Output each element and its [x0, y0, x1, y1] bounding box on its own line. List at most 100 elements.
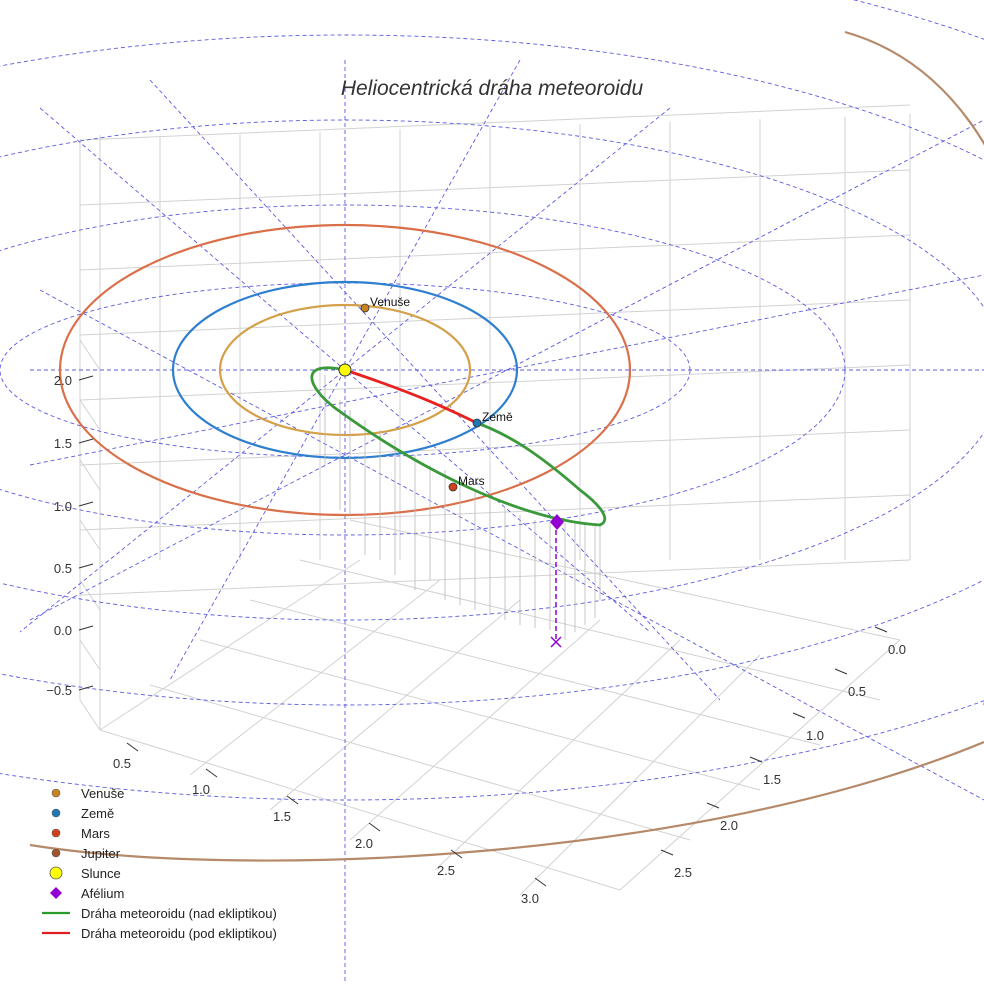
x-tick: [205, 768, 218, 778]
floor-line: [99, 559, 361, 731]
planet-orbits: [29, 30, 984, 862]
floor-line: [99, 729, 621, 891]
floor-line: [349, 519, 901, 641]
sun-marker: [338, 363, 352, 377]
legend-label: Dráha meteoroidu (pod ekliptikou): [81, 926, 277, 941]
floor-line: [249, 599, 821, 746]
orbit-jupiter: [29, 740, 984, 862]
floor-line: [434, 639, 681, 871]
legend-marker: [51, 848, 61, 858]
y-tick: [834, 668, 848, 675]
legend-label: Slunce: [81, 866, 121, 881]
ecliptic-spoke: [19, 107, 671, 633]
axis-ticks: −0.5 0.0 0.5 1.0 1.5 2.0 0.5 1.0 1.5 2.0 2.5 3.0 0.0…: [46, 373, 906, 906]
y-tick-label: 2.5: [674, 865, 692, 880]
aphelion-projection-marker: [550, 636, 562, 648]
orbit-mars: [58, 223, 632, 517]
back-wall-hline: [79, 364, 911, 401]
legend-label: Dráha meteoroidu (nad ekliptikou): [81, 906, 277, 921]
floor-line: [519, 654, 761, 896]
left-wall-hline: [79, 339, 101, 371]
y-tick-label: 2.0: [720, 818, 738, 833]
y-tick: [660, 849, 674, 856]
axes-grid: [79, 104, 911, 896]
floor-line: [269, 599, 521, 811]
y-tick-label: 0.0: [888, 642, 906, 657]
z-tick-label: −0.5: [46, 683, 72, 698]
z-tick-label: 1.0: [54, 499, 72, 514]
left-wall-hline: [79, 399, 101, 431]
z-tick: [78, 563, 94, 569]
z-tick: [78, 625, 94, 631]
back-wall-hline: [79, 559, 911, 596]
legend-marker: [51, 808, 61, 818]
y-tick: [874, 626, 888, 633]
legend-marker: [51, 788, 61, 798]
floor-line: [149, 684, 691, 841]
y-tick-label: 1.5: [763, 772, 781, 787]
x-tick: [450, 849, 463, 859]
legend-label: Země: [81, 806, 114, 821]
x-tick-label: 3.0: [521, 891, 539, 906]
x-tick-label: 1.0: [192, 782, 210, 797]
legend-marker: [50, 887, 62, 899]
ecliptic-spoke: [39, 289, 984, 801]
floor-line: [299, 559, 881, 701]
orbit-jupiter: [844, 30, 984, 705]
y-tick: [792, 712, 806, 719]
x-tick-label: 2.0: [355, 836, 373, 851]
chart-title: Heliocentrická dráha meteoroidu: [341, 77, 644, 100]
z-tick-label: 2.0: [54, 373, 72, 388]
back-wall-hline: [79, 494, 911, 531]
legend-label: Mars: [81, 826, 110, 841]
legend-label: Afélium: [81, 886, 124, 901]
left-wall-hline: [79, 639, 101, 671]
y-tick: [706, 802, 720, 809]
floor-line: [619, 639, 901, 891]
planet-země: [472, 418, 482, 428]
z-tick: [78, 438, 94, 444]
legend: Venuše Země Mars Jupiter Slunce Afélium Dráha …: [42, 786, 277, 941]
y-tick: [749, 756, 763, 763]
left-wall-hline: [79, 579, 101, 611]
planet-label: Země: [482, 410, 513, 424]
y-tick-label: 1.0: [806, 728, 824, 743]
left-wall-hline: [79, 519, 101, 551]
left-wall-hline: [79, 459, 101, 491]
back-wall-hline: [79, 299, 911, 336]
left-wall-hline: [79, 699, 101, 731]
planet-venuše: [360, 303, 370, 313]
ecliptic-spoke: [149, 79, 721, 701]
z-tick-label: 1.5: [54, 436, 72, 451]
x-tick-label: 1.5: [273, 809, 291, 824]
back-wall-hline: [79, 429, 911, 466]
floor-line: [199, 639, 761, 791]
aphelion-marker: [550, 514, 564, 530]
legend-label: Jupiter: [81, 846, 121, 861]
z-tick-label: 0.5: [54, 561, 72, 576]
planet-label: Venuše: [370, 295, 410, 309]
z-tick: [78, 685, 94, 691]
y-tick-label: 0.5: [848, 684, 866, 699]
meteoroid-orbit: [310, 366, 607, 527]
orbit-venuše: [218, 303, 472, 437]
x-tick: [368, 822, 381, 832]
legend-marker: [51, 828, 61, 838]
planet-label: Mars: [458, 474, 485, 488]
markers: Venuše Země Mars: [338, 295, 564, 648]
x-tick: [534, 877, 547, 887]
ecliptic-spoke: [29, 119, 984, 621]
back-wall-hline: [79, 234, 911, 271]
back-wall-hline: [79, 104, 911, 141]
z-tick: [78, 375, 94, 381]
orbit-země: [171, 280, 519, 460]
legend-marker: [49, 866, 63, 880]
legend-label: Venuše: [81, 786, 124, 801]
z-tick-label: 0.0: [54, 623, 72, 638]
z-tick: [78, 501, 94, 507]
x-tick-label: 2.5: [437, 863, 455, 878]
x-tick: [126, 742, 139, 752]
floor-line: [349, 619, 601, 841]
